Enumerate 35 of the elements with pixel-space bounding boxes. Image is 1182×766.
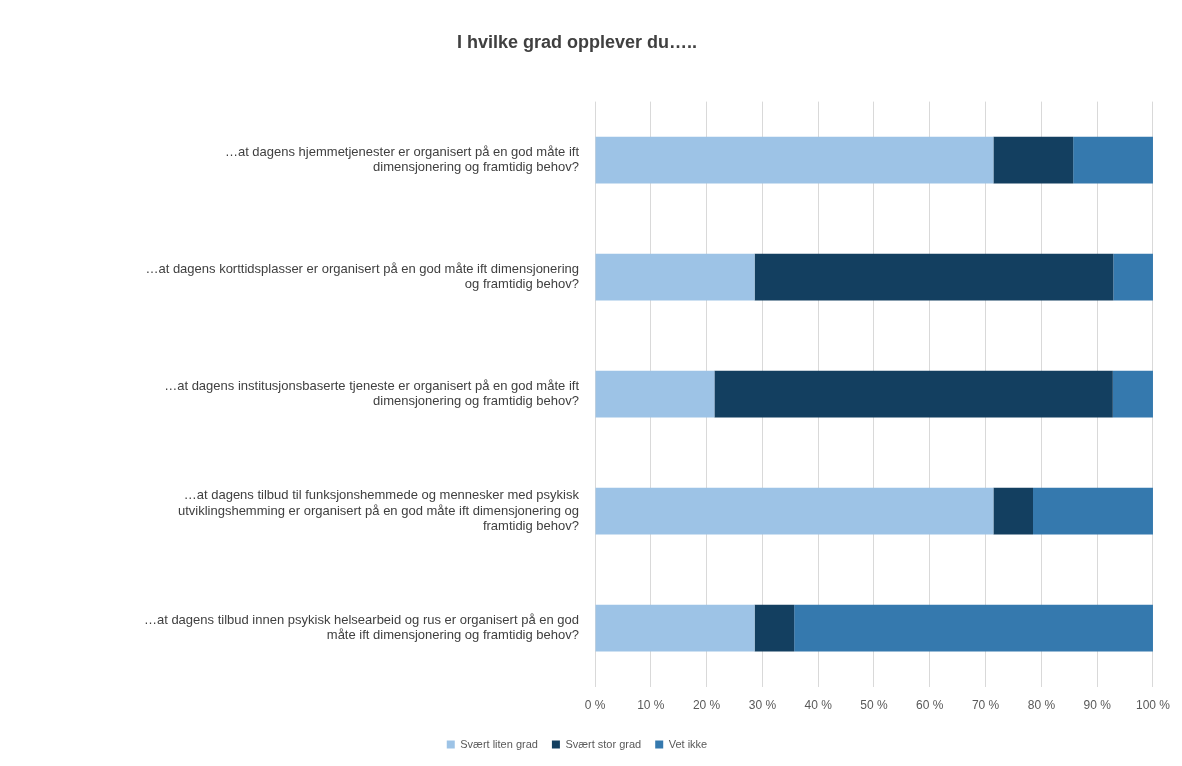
x-tick-label: 30 % [748, 698, 777, 713]
y-tick-label: …at dagens tilbud til funksjonshemmede og mennesker med psykisk utviklingshemming er organisert på en god måte ift dimensjonering og framtidig behov? [177, 487, 580, 534]
bar [595, 253, 755, 301]
legend-label: Svært stor grad [565, 737, 642, 750]
bar [595, 136, 994, 184]
x-tick-label: 70 % [971, 698, 1000, 713]
y-tick-label: …at dagens hjemmetjenester er organisert på en god måte ift dimensjonering og framtidig behov? [224, 143, 580, 175]
bar [993, 487, 1034, 535]
x-tick-label: 100 % [1135, 698, 1171, 713]
bar [595, 370, 715, 418]
bar [1112, 370, 1153, 418]
bar [754, 253, 1114, 301]
bar [595, 604, 755, 652]
x-tick-label: 50 % [860, 698, 888, 713]
bar [595, 487, 994, 535]
bar [714, 370, 1113, 418]
bar [794, 604, 1153, 652]
legend-label: Svært liten grad [460, 737, 538, 750]
x-tick-label: 60 % [916, 698, 944, 713]
x-tick-label: 0 % [584, 698, 606, 713]
x-tick-label: 90 % [1083, 698, 1112, 713]
y-tick-label: …at dagens institusjonsbaserte tjeneste er organisert på en god måte ift dimensjonering og framtidig behov? [164, 377, 580, 409]
y-tick-label: …at dagens tilbud innen psykisk helsearbeid og rus er organisert på en god måte ift dimensjonering og framtidig behov? [143, 611, 579, 643]
x-tick-label: 20 % [692, 698, 721, 713]
bar [993, 136, 1074, 184]
x-tick-label: 10 % [637, 698, 665, 713]
chart-title: I hvilke grad opplever du….. [456, 31, 698, 52]
bar [1113, 253, 1153, 301]
x-tick-label: 80 % [1027, 698, 1056, 713]
x-tick-label: 40 % [804, 698, 833, 713]
bar [754, 604, 795, 652]
y-tick-label: …at dagens korttidsplasser er organisert på en god måte ift dimensjonering og framtidig behov? [145, 260, 579, 292]
bar [1073, 136, 1153, 184]
bar [1033, 487, 1153, 535]
legend-label: Vet ikke [668, 737, 708, 750]
